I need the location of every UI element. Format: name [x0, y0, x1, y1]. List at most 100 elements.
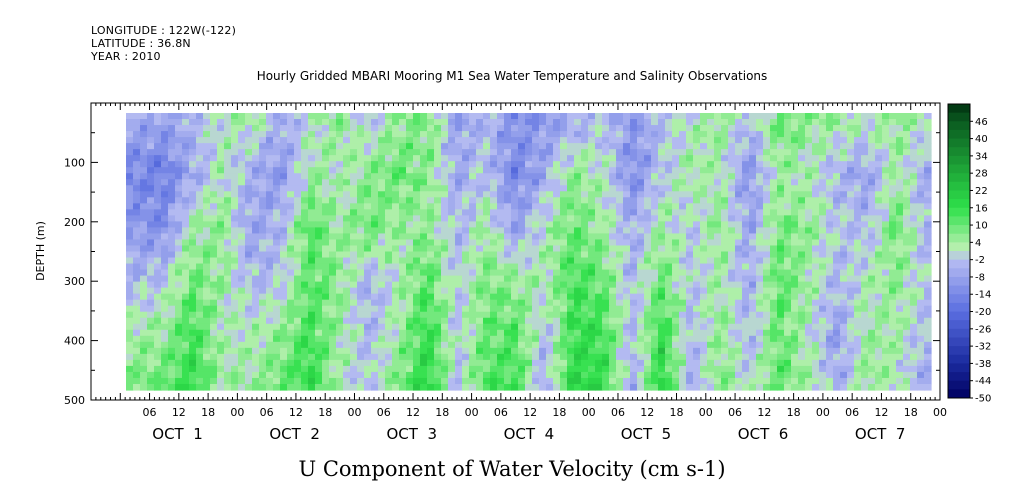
heatmap-cell	[805, 155, 813, 162]
heatmap-cell	[672, 113, 680, 120]
heatmap-cell	[595, 245, 603, 253]
heatmap-cell	[259, 323, 267, 331]
heatmap-cell	[567, 311, 575, 319]
heatmap-cell	[483, 125, 491, 132]
heatmap-cell	[161, 275, 169, 283]
heatmap-cell	[252, 335, 260, 343]
heatmap-cell	[455, 221, 463, 229]
heatmap-cell	[273, 167, 281, 174]
heatmap-cell	[889, 365, 897, 373]
heatmap-cell	[168, 239, 176, 247]
heatmap-cell	[875, 197, 883, 204]
heatmap-cell	[763, 191, 771, 198]
heatmap-cell	[854, 209, 862, 216]
heatmap-cell	[903, 239, 911, 247]
heatmap-cell	[742, 197, 750, 204]
heatmap-cell	[231, 197, 239, 204]
heatmap-cell	[553, 335, 561, 343]
heatmap-cell	[343, 167, 351, 174]
heatmap-cell	[532, 125, 540, 132]
heatmap-cell	[630, 191, 638, 198]
heatmap-cell	[252, 257, 260, 265]
heatmap-cell	[868, 281, 876, 289]
heatmap-cell	[672, 119, 680, 126]
heatmap-cell	[532, 143, 540, 150]
heatmap-cell	[399, 323, 407, 331]
heatmap-cell	[868, 167, 876, 174]
heatmap-cell	[420, 161, 428, 168]
heatmap-cell	[308, 167, 316, 174]
heatmap-cell	[609, 191, 617, 198]
heatmap-cell	[749, 287, 757, 295]
heatmap-cell	[833, 317, 841, 325]
heatmap-cell	[343, 149, 351, 156]
heatmap-cell	[301, 161, 309, 168]
heatmap-cell	[413, 317, 421, 325]
heatmap-cell	[686, 209, 694, 216]
heatmap-cell	[595, 173, 603, 180]
heatmap-cell	[343, 287, 351, 295]
heatmap-cell	[301, 179, 309, 186]
heatmap-cell	[714, 167, 722, 174]
heatmap-cell	[203, 317, 211, 325]
heatmap-cell	[161, 233, 169, 241]
heatmap-cell	[441, 215, 449, 222]
heatmap-cell	[490, 365, 498, 373]
heatmap-cell	[224, 281, 232, 289]
heatmap-cell	[560, 299, 568, 307]
heatmap-cell	[315, 233, 323, 241]
heatmap-cell	[518, 113, 526, 120]
heatmap-cell	[546, 293, 554, 301]
heatmap-cell	[189, 191, 197, 198]
heatmap-cell	[749, 233, 757, 241]
heatmap-cell	[399, 125, 407, 132]
heatmap-cell	[168, 119, 176, 126]
heatmap-cell	[567, 299, 575, 307]
heatmap-cell	[140, 191, 148, 198]
heatmap-cell	[686, 149, 694, 156]
heatmap-cell	[714, 113, 722, 120]
heatmap-cell	[427, 359, 435, 367]
heatmap-cell	[714, 203, 722, 210]
heatmap-cell	[287, 323, 295, 331]
heatmap-cell	[679, 197, 687, 204]
heatmap-cell	[735, 359, 743, 367]
heatmap-cell	[504, 281, 512, 289]
heatmap-cell	[161, 293, 169, 301]
heatmap-cell	[665, 329, 673, 337]
heatmap-cell	[245, 191, 253, 198]
heatmap-cell	[749, 359, 757, 367]
heatmap-cell	[343, 233, 351, 241]
heatmap-cell	[273, 311, 281, 319]
heatmap-cell	[609, 263, 617, 271]
heatmap-cell	[294, 293, 302, 301]
heatmap-cell	[777, 275, 785, 283]
heatmap-cell	[217, 275, 225, 283]
heatmap-cell	[630, 311, 638, 319]
heatmap-cell	[448, 179, 456, 186]
heatmap-cell	[455, 215, 463, 222]
heatmap-cell	[812, 317, 820, 325]
heatmap-cell	[343, 239, 351, 247]
heatmap-cell	[798, 221, 806, 229]
heatmap-cell	[539, 227, 547, 235]
heatmap-cell	[861, 221, 869, 229]
heatmap-cell	[511, 131, 519, 138]
heatmap-cell	[455, 251, 463, 259]
heatmap-cell	[497, 227, 505, 235]
heatmap-cell	[322, 263, 330, 271]
heatmap-cell	[735, 179, 743, 186]
heatmap-cell	[721, 257, 729, 265]
heatmap-cell	[133, 359, 141, 367]
heatmap-cell	[707, 293, 715, 301]
heatmap-cell	[161, 203, 169, 210]
heatmap-cell	[658, 143, 666, 150]
heatmap-cell	[399, 347, 407, 355]
heatmap-cell	[602, 221, 610, 229]
heatmap-cell	[329, 239, 337, 247]
heatmap-cell	[273, 371, 281, 379]
heatmap-cell	[455, 293, 463, 301]
heatmap-cell	[413, 329, 421, 337]
heatmap-cell	[259, 161, 267, 168]
heatmap-cell	[371, 131, 379, 138]
